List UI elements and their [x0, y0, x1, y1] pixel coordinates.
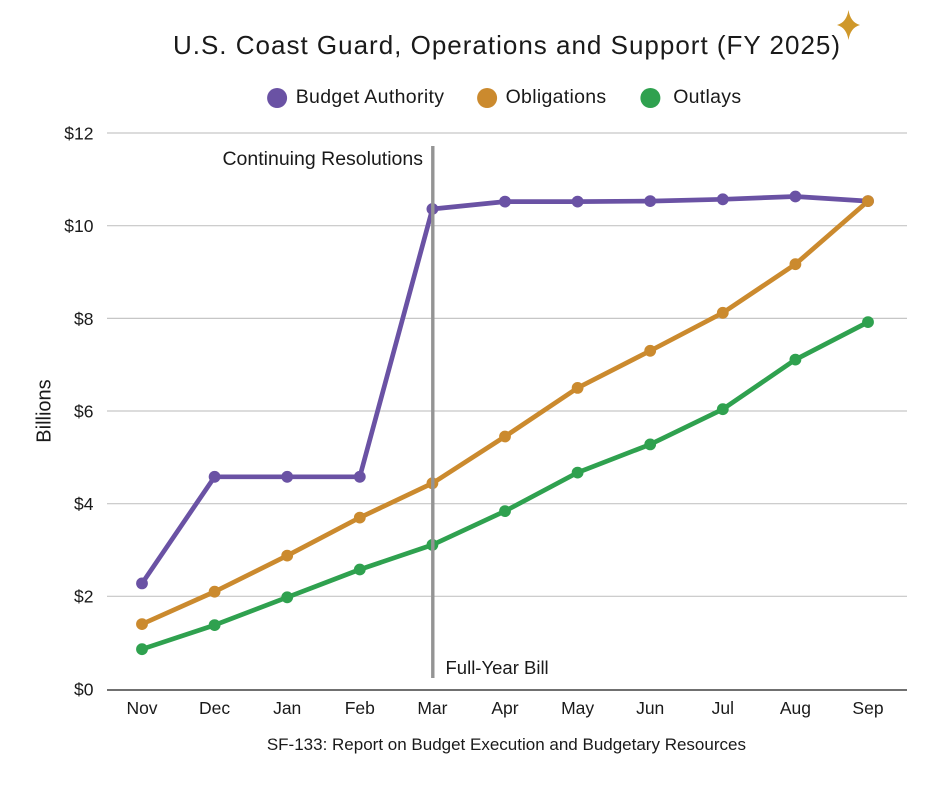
svg-text:Jul: Jul — [712, 698, 734, 718]
svg-text:Mar: Mar — [417, 698, 447, 718]
svg-text:Feb: Feb — [345, 698, 375, 718]
svg-text:Sep: Sep — [852, 698, 883, 718]
svg-text:Aug: Aug — [780, 698, 811, 718]
svg-text:Jun: Jun — [636, 698, 664, 718]
svg-text:Continuing Resolutions: Continuing Resolutions — [222, 148, 423, 170]
svg-text:$10: $10 — [64, 216, 93, 236]
svg-text:Nov: Nov — [126, 698, 157, 718]
svg-text:$8: $8 — [74, 309, 93, 329]
svg-text:Billions: Billions — [34, 379, 56, 442]
svg-text:$12: $12 — [64, 123, 93, 143]
svg-text:$2: $2 — [74, 587, 93, 607]
svg-text:$4: $4 — [74, 494, 94, 514]
svg-text:Full-Year Bill: Full-Year Bill — [446, 657, 549, 678]
svg-text:Budget Authority: Budget Authority — [296, 86, 445, 108]
svg-text:$6: $6 — [74, 401, 93, 421]
svg-text:Apr: Apr — [491, 698, 518, 718]
svg-text:Obligations: Obligations — [506, 86, 607, 108]
svg-text:SF-133: Report on Budget Execu: SF-133: Report on Budget Execution and B… — [267, 735, 746, 754]
svg-text:Dec: Dec — [199, 698, 230, 718]
svg-text:Outlays: Outlays — [673, 86, 741, 108]
svg-text:$0: $0 — [74, 679, 94, 699]
svg-text:U.S. Coast Guard, Operations a: U.S. Coast Guard, Operations and Support… — [173, 30, 841, 60]
svg-text:Jan: Jan — [273, 698, 301, 718]
svg-text:May: May — [561, 698, 594, 718]
